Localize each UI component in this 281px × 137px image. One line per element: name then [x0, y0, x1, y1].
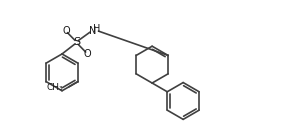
Text: N: N: [89, 26, 96, 36]
Text: CH₃: CH₃: [47, 83, 63, 92]
Text: S: S: [73, 37, 80, 47]
Text: O: O: [62, 26, 70, 36]
Text: H: H: [93, 24, 101, 34]
Text: O: O: [83, 49, 91, 59]
